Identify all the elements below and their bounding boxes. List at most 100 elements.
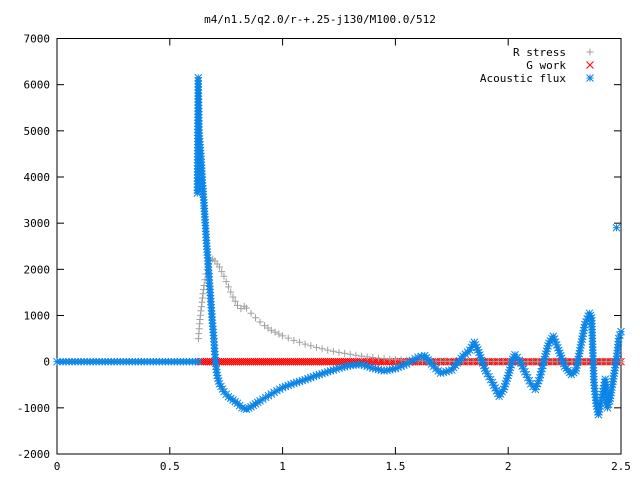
x-tick-label: 1 bbox=[279, 460, 286, 473]
r-stress-point bbox=[215, 263, 223, 271]
acoustic-flux-point bbox=[536, 370, 545, 379]
acoustic-flux-point bbox=[284, 381, 293, 390]
r-stress-point bbox=[198, 298, 206, 306]
acoustic-flux-point bbox=[616, 331, 624, 339]
acoustic-flux-point bbox=[380, 367, 388, 375]
acoustic-flux-point bbox=[596, 399, 605, 408]
acoustic-flux-point bbox=[309, 372, 318, 381]
acoustic-flux-point bbox=[535, 373, 544, 382]
y-tick-label: 6000 bbox=[24, 79, 51, 92]
acoustic-flux-point bbox=[217, 382, 225, 391]
acoustic-flux-point bbox=[318, 369, 326, 378]
acoustic-flux-point bbox=[523, 373, 532, 382]
acoustic-flux-point bbox=[301, 375, 310, 384]
acoustic-flux-point bbox=[584, 312, 593, 320]
r-stress-point bbox=[252, 314, 260, 322]
acoustic-flux-point bbox=[483, 369, 492, 378]
r-stress-point bbox=[231, 297, 239, 305]
r-stress-point bbox=[290, 336, 298, 344]
acoustic-flux-point bbox=[251, 400, 260, 408]
acoustic-flux-point bbox=[596, 402, 604, 410]
r-stress-point bbox=[256, 318, 264, 326]
acoustic-flux-point bbox=[525, 376, 534, 385]
acoustic-flux-point bbox=[522, 370, 531, 379]
acoustic-flux-point bbox=[595, 405, 604, 413]
acoustic-flux-point bbox=[498, 387, 507, 396]
acoustic-flux-point bbox=[543, 344, 552, 353]
acoustic-flux-point bbox=[321, 368, 329, 377]
r-stress-point bbox=[197, 307, 205, 315]
acoustic-flux-point bbox=[579, 329, 588, 338]
r-stress-point bbox=[197, 303, 205, 311]
acoustic-flux-point bbox=[576, 343, 585, 352]
acoustic-flux-point bbox=[599, 387, 607, 396]
acoustic-flux-point bbox=[213, 371, 222, 380]
acoustic-flux-point bbox=[408, 356, 417, 365]
acoustic-flux-point bbox=[586, 311, 595, 320]
acoustic-flux-point bbox=[581, 320, 589, 329]
acoustic-flux-point bbox=[240, 404, 249, 413]
acoustic-flux-point bbox=[556, 351, 565, 360]
r-stress-point bbox=[224, 283, 232, 291]
acoustic-flux-point bbox=[394, 363, 403, 372]
acoustic-flux-point bbox=[592, 399, 601, 408]
acoustic-flux-point bbox=[377, 366, 386, 375]
acoustic-flux-point bbox=[249, 401, 258, 410]
y-tick-label: -1000 bbox=[17, 402, 50, 415]
acoustic-flux-point bbox=[549, 332, 558, 341]
r-stress-point bbox=[329, 347, 337, 355]
acoustic-flux-point bbox=[495, 392, 504, 401]
acoustic-flux-point bbox=[214, 374, 222, 383]
legend-label: Acoustic flux bbox=[480, 72, 566, 85]
x-tick-label: 2 bbox=[505, 460, 512, 473]
acoustic-flux-point bbox=[465, 346, 474, 354]
acoustic-flux-point bbox=[544, 342, 552, 350]
acoustic-flux-point bbox=[417, 352, 426, 361]
acoustic-flux-point bbox=[537, 367, 546, 376]
acoustic-flux-point bbox=[577, 341, 585, 349]
acoustic-flux-point bbox=[516, 359, 525, 367]
x-tick-label: 2.5 bbox=[611, 460, 631, 473]
r-stress-point bbox=[271, 328, 279, 336]
acoustic-flux-point bbox=[617, 327, 625, 336]
acoustic-flux-point bbox=[572, 364, 581, 372]
acoustic-flux-point bbox=[292, 378, 301, 387]
y-tick-label: 4000 bbox=[24, 171, 51, 184]
acoustic-flux-point bbox=[368, 364, 377, 372]
acoustic-flux-point bbox=[558, 357, 567, 365]
acoustic-flux-point bbox=[467, 343, 476, 352]
r-stress-point bbox=[352, 351, 360, 359]
acoustic-flux-point bbox=[532, 382, 541, 391]
acoustic-flux-point bbox=[578, 335, 586, 344]
acoustic-flux-point bbox=[575, 346, 584, 355]
acoustic-flux-point bbox=[315, 370, 324, 379]
legend-marker bbox=[586, 74, 594, 82]
r-stress-point bbox=[218, 268, 226, 276]
r-stress-point bbox=[243, 304, 251, 312]
acoustic-flux-point bbox=[572, 367, 580, 375]
acoustic-flux-point bbox=[473, 346, 482, 354]
axis-ticks: 0 0.5 1 1.5 2 2.5 -2000 -1000 0 1000 2000 3000 4000 5… bbox=[17, 33, 631, 474]
acoustic-flux-point bbox=[553, 343, 562, 352]
acoustic-flux-point bbox=[496, 390, 505, 398]
r-stress-point bbox=[220, 272, 228, 280]
acoustic-flux-point bbox=[471, 340, 480, 349]
acoustic-flux-point bbox=[298, 376, 307, 385]
acoustic-flux-point bbox=[554, 346, 563, 355]
acoustic-flux-point bbox=[504, 371, 513, 380]
acoustic-flux-point bbox=[505, 366, 514, 374]
acoustic-flux-point bbox=[595, 408, 603, 416]
acoustic-flux-point bbox=[360, 361, 369, 370]
acoustic-flux-point bbox=[531, 385, 540, 394]
acoustic-flux-point bbox=[598, 390, 607, 399]
acoustic-flux-point bbox=[577, 338, 586, 346]
acoustic-flux-point bbox=[492, 386, 501, 395]
acoustic-flux-point bbox=[405, 358, 414, 367]
acoustic-flux-point bbox=[538, 364, 546, 373]
acoustic-flux-point bbox=[477, 356, 486, 365]
acoustic-flux-point bbox=[256, 397, 264, 405]
y-tick-label: 3000 bbox=[24, 217, 51, 230]
